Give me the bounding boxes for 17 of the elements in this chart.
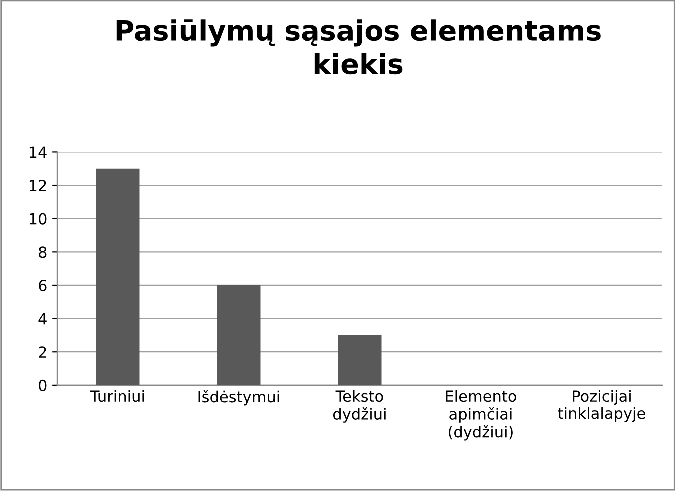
y-tick-label: 6 (39, 280, 47, 292)
x-tick-label: Išdėstymui (198, 390, 280, 406)
x-tick-label: Teksto dydžiui (334, 390, 386, 423)
bar (338, 335, 382, 386)
y-tick-label: 2 (39, 346, 46, 358)
y-tick-label: 4 (38, 313, 47, 325)
bar (217, 285, 261, 386)
x-tick-label: Pozicijai tinklalapyje (558, 390, 646, 422)
y-tick-label: 8 (39, 246, 47, 258)
x-tick-label: Elemento apimčiai (dydžiui) (446, 390, 516, 441)
chart-title: Pasiūlymų sąsajos elementams kiekis (116, 20, 601, 75)
y-tick-label: 10 (30, 213, 47, 225)
x-tick-label: Turiniui (90, 390, 144, 402)
y-tick-label: 14 (30, 146, 47, 158)
y-tick-label: 12 (30, 180, 46, 192)
bar (96, 168, 140, 386)
y-tick-label: 0 (39, 380, 47, 392)
